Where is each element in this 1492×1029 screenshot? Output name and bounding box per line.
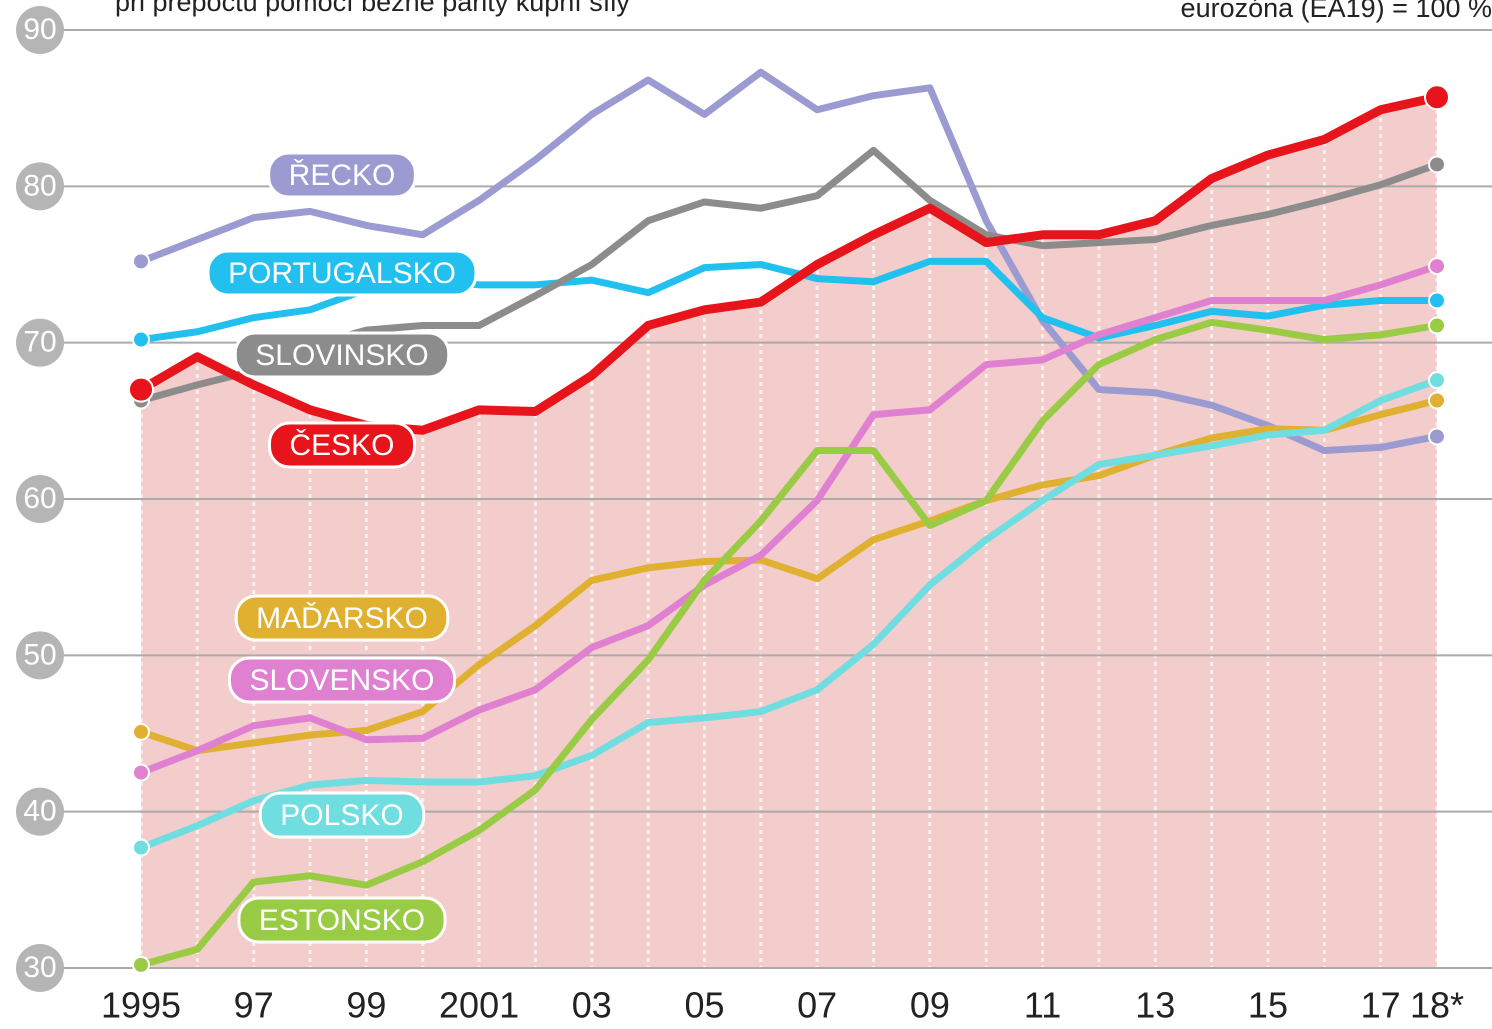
- y-tick-label: 40: [23, 795, 56, 828]
- end-point: [133, 724, 149, 740]
- y-tick-label: 90: [23, 13, 56, 46]
- legend-label: SLOVENSKO: [249, 664, 434, 697]
- legend-item: PORTUGALSKO: [208, 251, 476, 295]
- x-tick-label: 97: [234, 985, 274, 1026]
- x-tick-label: 18*: [1410, 985, 1464, 1026]
- x-tick-label: 2001: [439, 985, 519, 1026]
- end-point: [133, 765, 149, 781]
- legend-label: MAĎARSKO: [256, 602, 428, 635]
- end-point: [1429, 393, 1445, 409]
- y-tick-label: 30: [23, 951, 56, 984]
- end-point: [1425, 85, 1449, 109]
- legend-item: MAĎARSKO: [236, 596, 448, 640]
- x-tick-label: 13: [1135, 985, 1175, 1026]
- end-point: [133, 957, 149, 973]
- x-tick-label: 03: [572, 985, 612, 1026]
- end-point: [1429, 428, 1445, 444]
- y-tick-label: 50: [23, 638, 56, 671]
- legend-item: POLSKO: [260, 793, 423, 837]
- legend-item: SLOVENSKO: [229, 658, 454, 702]
- end-point: [1429, 156, 1445, 172]
- legend-label: ČESKO: [289, 428, 394, 462]
- x-tick-label: 11: [1024, 985, 1061, 1026]
- chart: při přepočtu pomocí běžné parity kupní s…: [0, 0, 1492, 1029]
- end-point: [1429, 372, 1445, 388]
- legend-label: POLSKO: [280, 799, 403, 832]
- chart-subtitle: při přepočtu pomocí běžné parity kupní s…: [115, 0, 630, 17]
- x-tick-label: 99: [346, 985, 386, 1026]
- end-point: [129, 378, 153, 402]
- end-point: [133, 840, 149, 856]
- end-point: [1429, 317, 1445, 333]
- legend-label: ŘECKO: [289, 159, 396, 192]
- legend-item: SLOVINSKO: [235, 333, 448, 377]
- x-tick-label: 09: [910, 985, 950, 1026]
- legend-label: PORTUGALSKO: [228, 257, 456, 290]
- legend-item: ŘECKO: [269, 153, 416, 197]
- y-tick-label: 70: [23, 326, 56, 359]
- legend-item: ESTONSKO: [239, 898, 445, 942]
- y-tick-label: 60: [23, 482, 56, 515]
- end-point: [1429, 292, 1445, 308]
- y-tick-label: 80: [23, 169, 56, 202]
- end-point: [133, 332, 149, 348]
- x-tick-label: 15: [1248, 985, 1288, 1026]
- x-tick-label: 07: [797, 985, 837, 1026]
- x-tick-label: 1995: [101, 985, 181, 1026]
- legend-label: ESTONSKO: [259, 904, 425, 937]
- legend-label: SLOVINSKO: [255, 339, 428, 372]
- x-tick-label: 05: [684, 985, 724, 1026]
- chart-note: eurozóna (EA19) = 100 %: [1181, 0, 1492, 23]
- legend-item: ČESKO: [269, 423, 414, 467]
- end-point: [1429, 258, 1445, 274]
- x-tick-label: 17: [1361, 985, 1401, 1026]
- end-point: [133, 253, 149, 269]
